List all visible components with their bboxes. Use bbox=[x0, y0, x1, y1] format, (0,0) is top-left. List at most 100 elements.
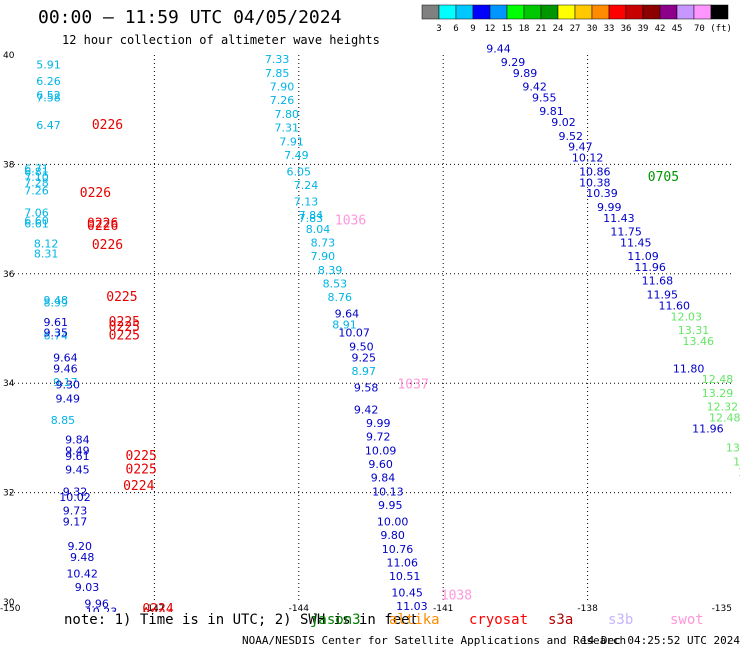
legend-tick-label: 42 bbox=[655, 24, 666, 34]
wave-height-value: 9.32 bbox=[63, 485, 88, 498]
y-tick-label: 38 bbox=[3, 160, 15, 170]
legend-tick-label: 6 bbox=[453, 24, 458, 34]
wave-height-value: 9.03 bbox=[75, 581, 100, 594]
wave-height-value: 10.45 bbox=[391, 587, 423, 600]
legend-tick-label: 9 bbox=[470, 24, 475, 34]
y-tick-label: 32 bbox=[3, 489, 14, 499]
y-tick-label: 40 bbox=[3, 51, 15, 61]
chart-title: 00:00 – 11:59 UTC 04/05/2024 bbox=[38, 7, 342, 28]
wave-height-value: 9.25 bbox=[352, 351, 377, 364]
wave-height-value: 11.03 bbox=[396, 600, 428, 612]
satellite-label-swot: swot bbox=[670, 612, 704, 628]
wave-height-value: 9.20 bbox=[68, 540, 93, 553]
legend-tick-label: 12 bbox=[485, 24, 496, 34]
wave-height-value: 7.90 bbox=[270, 81, 295, 94]
wave-height-value: 11.68 bbox=[642, 275, 674, 288]
wave-height-value: 7.13 bbox=[294, 195, 319, 208]
pass-time-label: 0224 bbox=[142, 602, 173, 612]
wave-height-value: 9.50 bbox=[349, 340, 374, 353]
satellite-label-s3a: s3a bbox=[548, 612, 574, 628]
wave-height-value: 7.49 bbox=[284, 149, 309, 162]
legend-tick-label: 27 bbox=[570, 24, 581, 34]
x-tick-label: -138 bbox=[577, 604, 598, 612]
wave-height-value: 10.00 bbox=[377, 515, 409, 528]
legend-tick-label: 70 (ft) bbox=[694, 24, 732, 34]
wave-height-value: 9.29 bbox=[501, 56, 526, 69]
wave-height-value: 7.84 bbox=[299, 209, 324, 222]
satellite-label-s3b: s3b bbox=[608, 612, 634, 628]
x-tick-label: -150 bbox=[0, 604, 21, 612]
wave-height-value: 11.95 bbox=[646, 288, 678, 301]
wave-height-value: 8.12 bbox=[34, 238, 59, 251]
pass-time-label: 0225 bbox=[109, 320, 140, 335]
wave-height-value: 9.89 bbox=[513, 67, 538, 80]
wave-height-value: 10.13 bbox=[372, 485, 404, 498]
pass-time-label: 1038 bbox=[441, 588, 472, 603]
pass-time-label: 0226 bbox=[80, 186, 111, 201]
wave-height-value: 13.31 bbox=[733, 455, 740, 468]
wave-height-value: 10.07 bbox=[338, 327, 370, 340]
wave-height-value: 11.60 bbox=[658, 299, 690, 312]
wave-height-value: 6.61 bbox=[24, 217, 49, 230]
wave-height-value: 8.85 bbox=[51, 414, 76, 427]
legend-tick-label: 30 bbox=[587, 24, 598, 34]
legend-tick-label: 24 bbox=[553, 24, 564, 34]
credit-line: NOAA/NESDIS Center for Satellite Applica… bbox=[242, 634, 627, 647]
wave-height-value: 6.05 bbox=[287, 165, 312, 178]
wave-height-value: 6.52 bbox=[36, 89, 61, 102]
wave-height-value: 9.99 bbox=[366, 417, 391, 430]
wave-height-value: 9.96 bbox=[84, 597, 109, 610]
wave-height-value: 11.09 bbox=[627, 250, 659, 263]
pass-time-label: 0226 bbox=[87, 216, 118, 231]
wave-height-value: 9.17 bbox=[53, 376, 78, 389]
legend-tick-label: 15 bbox=[502, 24, 513, 34]
wave-height-value: 6.47 bbox=[36, 119, 61, 132]
wave-height-value: 10.23 bbox=[86, 606, 118, 612]
wave-height-value: 7.26 bbox=[24, 184, 49, 197]
wave-height-value: 8.31 bbox=[34, 247, 59, 260]
wave-height-value: 7.28 bbox=[24, 176, 49, 189]
wave-height-value: 13.31 bbox=[678, 324, 710, 337]
wave-height-value: 11.75 bbox=[610, 226, 642, 239]
wave-height-value: 12.03 bbox=[671, 310, 703, 323]
wave-height-value: 9.52 bbox=[559, 130, 584, 143]
wave-height-value: 9.42 bbox=[354, 403, 379, 416]
wave-height-value: 8.97 bbox=[352, 365, 377, 378]
legend-tick-label: 18 bbox=[519, 24, 530, 34]
wave-height-value: 7.80 bbox=[275, 108, 300, 121]
x-tick-label: -141 bbox=[433, 604, 453, 612]
wave-height-value: 9.35 bbox=[43, 327, 68, 340]
wave-height-value: 9.47 bbox=[568, 141, 593, 154]
wave-height-value: 7.10 bbox=[24, 171, 49, 184]
wave-height-value: 11.80 bbox=[673, 362, 705, 375]
wave-height-value: 8.76 bbox=[327, 291, 352, 304]
legend-tick-label: 21 bbox=[536, 24, 547, 34]
wave-height-value: 9.42 bbox=[522, 81, 547, 94]
wave-height-value: 9.64 bbox=[335, 308, 360, 321]
wave-height-value: 10.38 bbox=[579, 176, 611, 189]
wave-height-value: 7.26 bbox=[270, 94, 295, 107]
pass-time-label: 0225 bbox=[109, 328, 140, 343]
wave-height-value: 9.81 bbox=[539, 105, 564, 118]
pass-time-label: 0225 bbox=[106, 290, 137, 305]
wave-height-value: 11.96 bbox=[692, 422, 724, 435]
wave-height-value: 9.46 bbox=[53, 362, 78, 375]
footer-note: note: 1) Time is in UTC; 2) SWH is in fe… bbox=[64, 612, 419, 628]
wave-height-value: 11.06 bbox=[387, 556, 419, 569]
wave-height-value: 7.58 bbox=[36, 91, 61, 104]
wave-height-value: 9.99 bbox=[597, 201, 622, 214]
wave-height-value: 6.81 bbox=[24, 165, 49, 178]
pass-time-label: 1037 bbox=[397, 378, 428, 393]
y-tick-label: 30 bbox=[3, 598, 15, 608]
wave-height-plot: -150 -147 -144 -141 -138 -135 30 32 34 36 38 40 5.91… bbox=[0, 42, 740, 612]
wave-height-value: 12.48 bbox=[702, 373, 734, 386]
legend-tick-label: 45 bbox=[672, 24, 683, 34]
satellite-label-jason3: jason3 bbox=[310, 612, 361, 628]
wave-height-value: 9.49 bbox=[56, 392, 81, 405]
wave-height-value: 11.96 bbox=[634, 261, 666, 274]
wave-height-value: 6.71 bbox=[24, 163, 49, 176]
pass-time-label: 0225 bbox=[126, 462, 157, 477]
satellite-label-cryosat: cryosat bbox=[469, 612, 529, 628]
wave-height-value: 7.06 bbox=[24, 206, 49, 219]
satellite-label-altika: altika bbox=[389, 612, 440, 628]
